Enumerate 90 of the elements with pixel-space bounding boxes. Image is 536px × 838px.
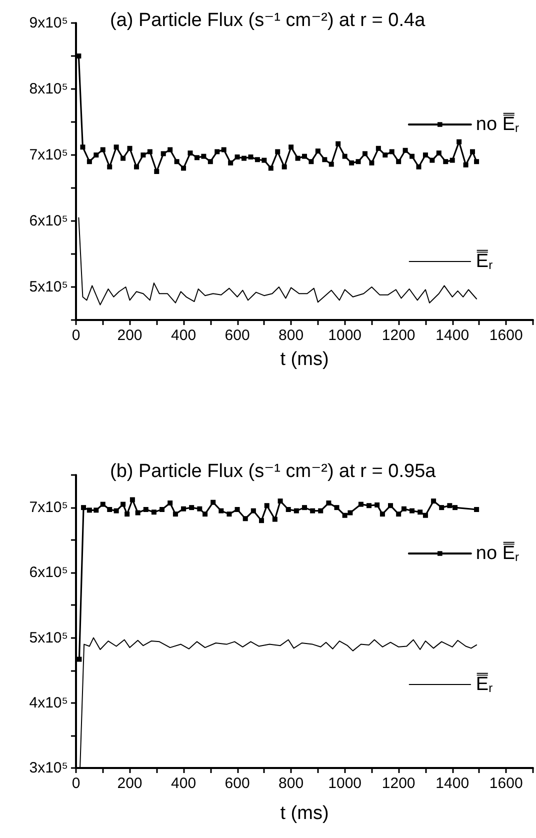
- y-tick-label: 4x10⁵: [29, 694, 68, 712]
- legend-label: no E̿r: [476, 541, 520, 564]
- point: [151, 510, 156, 515]
- x-tick-label: 0: [72, 775, 80, 792]
- y-tick-label: 7x10⁵: [29, 146, 68, 164]
- point: [172, 512, 178, 517]
- x-tick-label: 600: [224, 775, 250, 792]
- x-tick-label: 800: [278, 775, 304, 792]
- point: [439, 505, 444, 510]
- point: [120, 502, 126, 507]
- point: [160, 507, 165, 512]
- point: [81, 505, 86, 510]
- legend-label: E̿r: [476, 249, 493, 272]
- x-tick-label: 1200: [382, 775, 416, 792]
- x-tick-label: 1400: [436, 775, 470, 792]
- point: [210, 500, 216, 505]
- point: [124, 512, 130, 517]
- point: [366, 503, 372, 508]
- x-tick-label: 400: [171, 775, 196, 792]
- legend-label: E̿r: [476, 672, 493, 695]
- point: [334, 505, 340, 510]
- point: [226, 512, 232, 517]
- x-tick-label: 1000: [328, 775, 362, 792]
- point: [250, 508, 256, 514]
- point: [135, 510, 140, 516]
- x-axis-title: t (ms): [280, 803, 329, 824]
- point: [380, 512, 385, 517]
- point: [418, 510, 423, 515]
- x-tick-label: 1400: [436, 327, 470, 344]
- x-tick-label: 1200: [382, 327, 416, 344]
- point: [410, 508, 415, 514]
- x-tick-label: 200: [117, 327, 142, 344]
- point: [422, 512, 428, 518]
- point: [358, 502, 364, 507]
- point: [318, 508, 324, 514]
- point: [94, 508, 99, 513]
- y-tick-label: 7x10⁵: [29, 499, 68, 516]
- point: [168, 500, 173, 506]
- point: [401, 506, 406, 512]
- point: [264, 503, 270, 508]
- point: [388, 503, 394, 508]
- x-tick-label: 600: [224, 327, 250, 344]
- y-tick-label: 3x10⁵: [29, 760, 68, 776]
- x-tick-label: 1600: [489, 775, 523, 792]
- point: [286, 507, 291, 512]
- x-tick-label: 0: [72, 327, 80, 344]
- point: [310, 508, 316, 514]
- point: [374, 502, 380, 508]
- point: [452, 505, 458, 510]
- point: [326, 500, 332, 506]
- point: [181, 506, 186, 512]
- x-tick-label: 400: [171, 327, 196, 344]
- point: [242, 516, 248, 522]
- point: [76, 656, 82, 662]
- point: [278, 498, 283, 504]
- point: [202, 512, 208, 517]
- point: [447, 503, 452, 508]
- x-tick-label: 800: [278, 327, 304, 344]
- x-tick-label: 1000: [328, 327, 362, 344]
- y-tick-label: 5x10⁵: [29, 629, 68, 646]
- point: [114, 508, 119, 514]
- point: [272, 516, 278, 522]
- point: [197, 506, 202, 512]
- point: [474, 507, 480, 512]
- point: [396, 512, 402, 517]
- chart-title: (b) Particle Flux (s⁻¹ cm⁻²) at r = 0.95a: [110, 461, 436, 482]
- point: [234, 507, 240, 512]
- y-tick-label: 6x10⁵: [29, 564, 68, 582]
- x-tick-label: 200: [117, 775, 142, 792]
- y-tick-label: 6x10⁵: [29, 212, 68, 230]
- point: [431, 498, 436, 504]
- point: [258, 518, 264, 524]
- point: [189, 505, 194, 510]
- point: [100, 502, 106, 507]
- legend-label: no E̿r: [476, 112, 520, 135]
- point: [294, 508, 299, 514]
- chart-title: (a) Particle Flux (s⁻¹ cm⁻²) at r = 0.4a: [110, 10, 426, 31]
- y-tick-label: 8x10⁵: [29, 80, 68, 98]
- point: [302, 505, 307, 510]
- y-tick-label: 9x10⁵: [29, 14, 68, 32]
- point: [130, 497, 135, 502]
- x-tick-label: 1600: [489, 327, 523, 344]
- point: [342, 512, 348, 518]
- point: [218, 508, 224, 514]
- point: [143, 507, 148, 512]
- y-tick-label: 5x10⁵: [29, 278, 68, 296]
- point: [348, 510, 353, 516]
- point: [86, 508, 92, 513]
- x-axis-title: t (ms): [280, 349, 329, 370]
- point: [107, 507, 112, 512]
